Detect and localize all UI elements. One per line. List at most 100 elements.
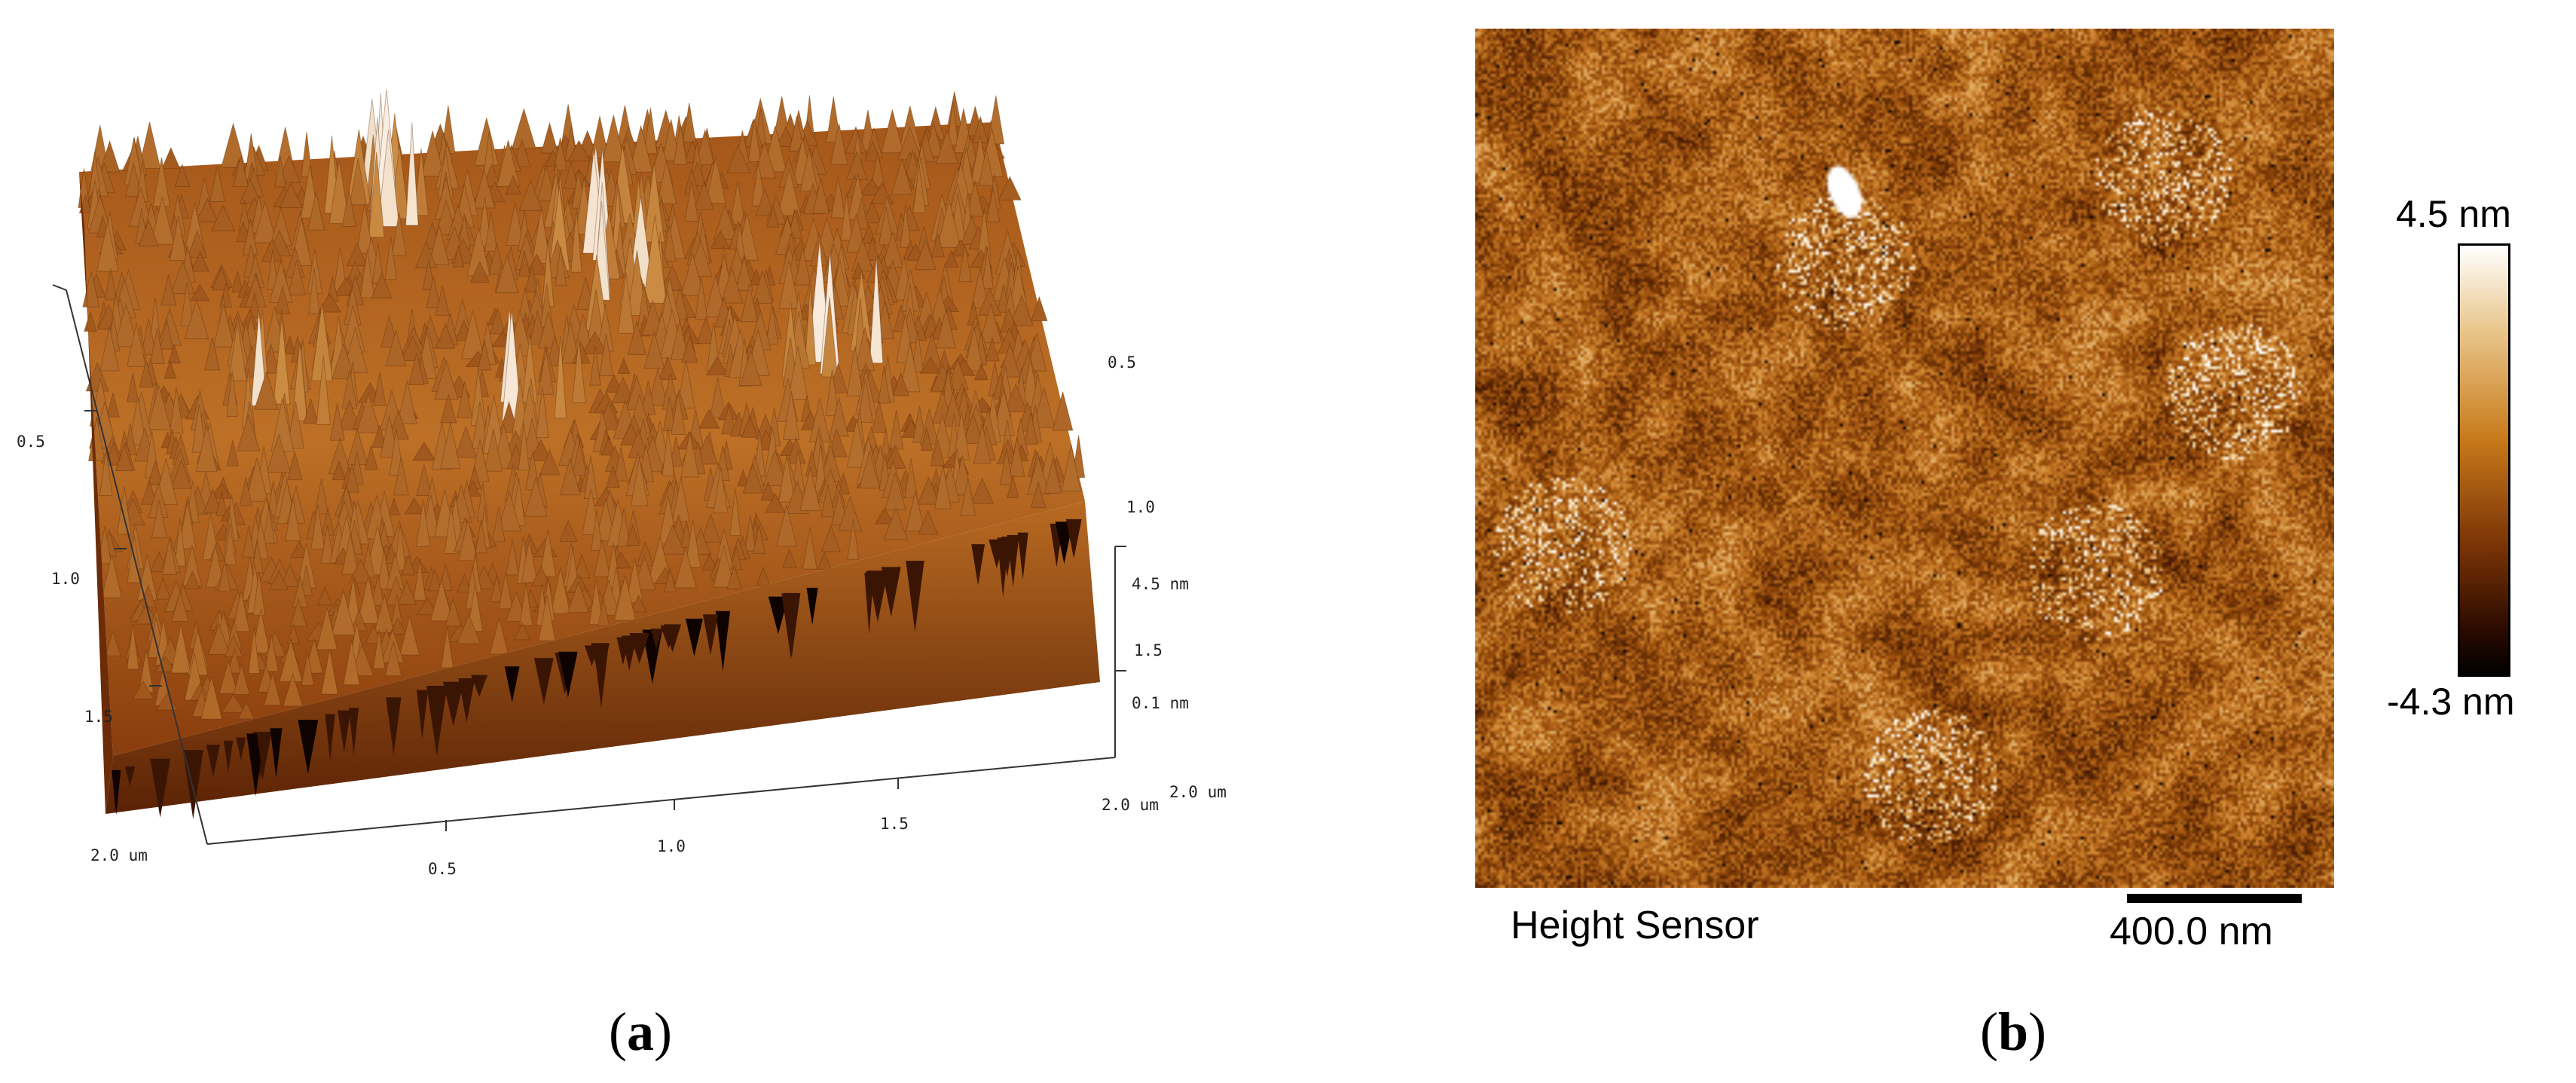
surface-spike — [414, 148, 429, 216]
surface-dip — [768, 596, 789, 635]
surface-spike — [864, 139, 882, 162]
surface-spike — [570, 208, 582, 273]
surface-spike — [846, 213, 866, 253]
surface-spike — [536, 165, 557, 202]
surface-spike — [286, 401, 304, 449]
surface-spike — [958, 244, 972, 283]
surface-spike — [937, 199, 961, 248]
surface-spike — [693, 180, 714, 210]
surface-spike — [191, 250, 209, 272]
surface-spike — [511, 107, 536, 149]
surface-spike — [775, 126, 796, 148]
surface-dip — [783, 592, 801, 657]
surface-dip — [458, 678, 475, 723]
surface-spike — [248, 627, 260, 674]
surface-spike — [617, 356, 631, 375]
surface-spike — [286, 450, 303, 481]
surface-spike — [488, 243, 506, 275]
surface-spike — [900, 204, 912, 248]
surface-spike — [124, 163, 142, 197]
surface-spike — [484, 212, 498, 252]
surface-spike — [496, 139, 521, 187]
surface-spike — [227, 647, 242, 674]
surface-spike — [762, 448, 787, 487]
surface-spike — [138, 219, 160, 246]
surface-spike — [942, 369, 955, 408]
surface-spike — [947, 100, 959, 145]
surface-spike — [169, 216, 188, 262]
surface-spike — [290, 540, 309, 558]
surface-dip — [685, 618, 703, 657]
surface-dip — [702, 614, 719, 656]
surface-spike — [429, 225, 450, 265]
surface-dip — [348, 708, 359, 755]
surface-spike — [303, 397, 319, 424]
surface-spike — [674, 546, 698, 589]
surface-spike — [458, 519, 478, 561]
right-tick-3: 2.0 um — [1169, 783, 1227, 801]
surface-spike — [804, 283, 817, 366]
surface-spike — [706, 356, 729, 376]
surface-spike — [396, 380, 417, 424]
surface-spike — [141, 318, 157, 356]
surface-spike — [413, 558, 426, 601]
channel-caption: Height Sensor — [1511, 904, 1759, 947]
surface-spike — [858, 449, 881, 489]
bottom-tick-1: 1.0 — [657, 837, 686, 855]
surface-dip — [386, 697, 402, 755]
surface-spike — [160, 318, 174, 350]
surface-spike — [262, 506, 276, 544]
surface-spike — [740, 283, 759, 323]
surface-spike — [414, 240, 438, 268]
surface-spike — [970, 268, 989, 309]
surface-spike — [266, 433, 292, 473]
surface-spike — [285, 497, 301, 541]
surface-spike — [799, 467, 821, 512]
surface-spike — [484, 429, 503, 472]
surface-spike — [187, 229, 208, 259]
surface-spike — [673, 124, 688, 165]
surface-spike — [385, 329, 407, 367]
surface-spike — [203, 488, 223, 514]
surface-spike — [318, 292, 342, 313]
surface-spike — [422, 259, 435, 291]
surface-spike — [440, 421, 461, 470]
surface-spike — [730, 546, 743, 571]
surface-spike — [854, 197, 869, 230]
surface-spike — [412, 442, 436, 461]
surface-spike — [538, 595, 556, 641]
surface-spike — [630, 594, 647, 613]
surface-spike — [701, 552, 718, 571]
surface-spike — [878, 366, 891, 404]
surface-spike — [904, 457, 918, 498]
surface-spike — [316, 355, 332, 426]
surface-dip — [426, 686, 448, 756]
surface-spike — [684, 181, 699, 222]
surface-spike — [212, 266, 231, 291]
surface-spike — [704, 274, 727, 317]
surface-spike — [567, 139, 591, 162]
surface-spike — [513, 622, 531, 641]
surface-spike — [930, 438, 946, 467]
surface-spike — [404, 497, 425, 515]
surface-spike — [830, 123, 848, 165]
surface-spike — [1032, 386, 1056, 428]
surface-spike — [752, 269, 773, 304]
surface-spike — [132, 680, 155, 699]
surface-spike — [647, 366, 668, 406]
surface-spike — [700, 513, 721, 543]
surface-spike — [252, 571, 266, 616]
surface-spike — [617, 272, 635, 334]
surface-spike — [264, 635, 280, 672]
surface-spike — [782, 391, 800, 441]
surface-spike — [475, 520, 487, 554]
surface-spike — [677, 359, 695, 408]
surface-spike — [275, 285, 290, 314]
surface-spike — [506, 539, 520, 576]
surface-spike — [946, 357, 969, 390]
surface-spike — [670, 320, 689, 361]
surface-spike — [268, 570, 289, 591]
surface-spike — [914, 237, 937, 271]
surface-spike — [744, 515, 756, 552]
surface-spike — [530, 565, 552, 586]
